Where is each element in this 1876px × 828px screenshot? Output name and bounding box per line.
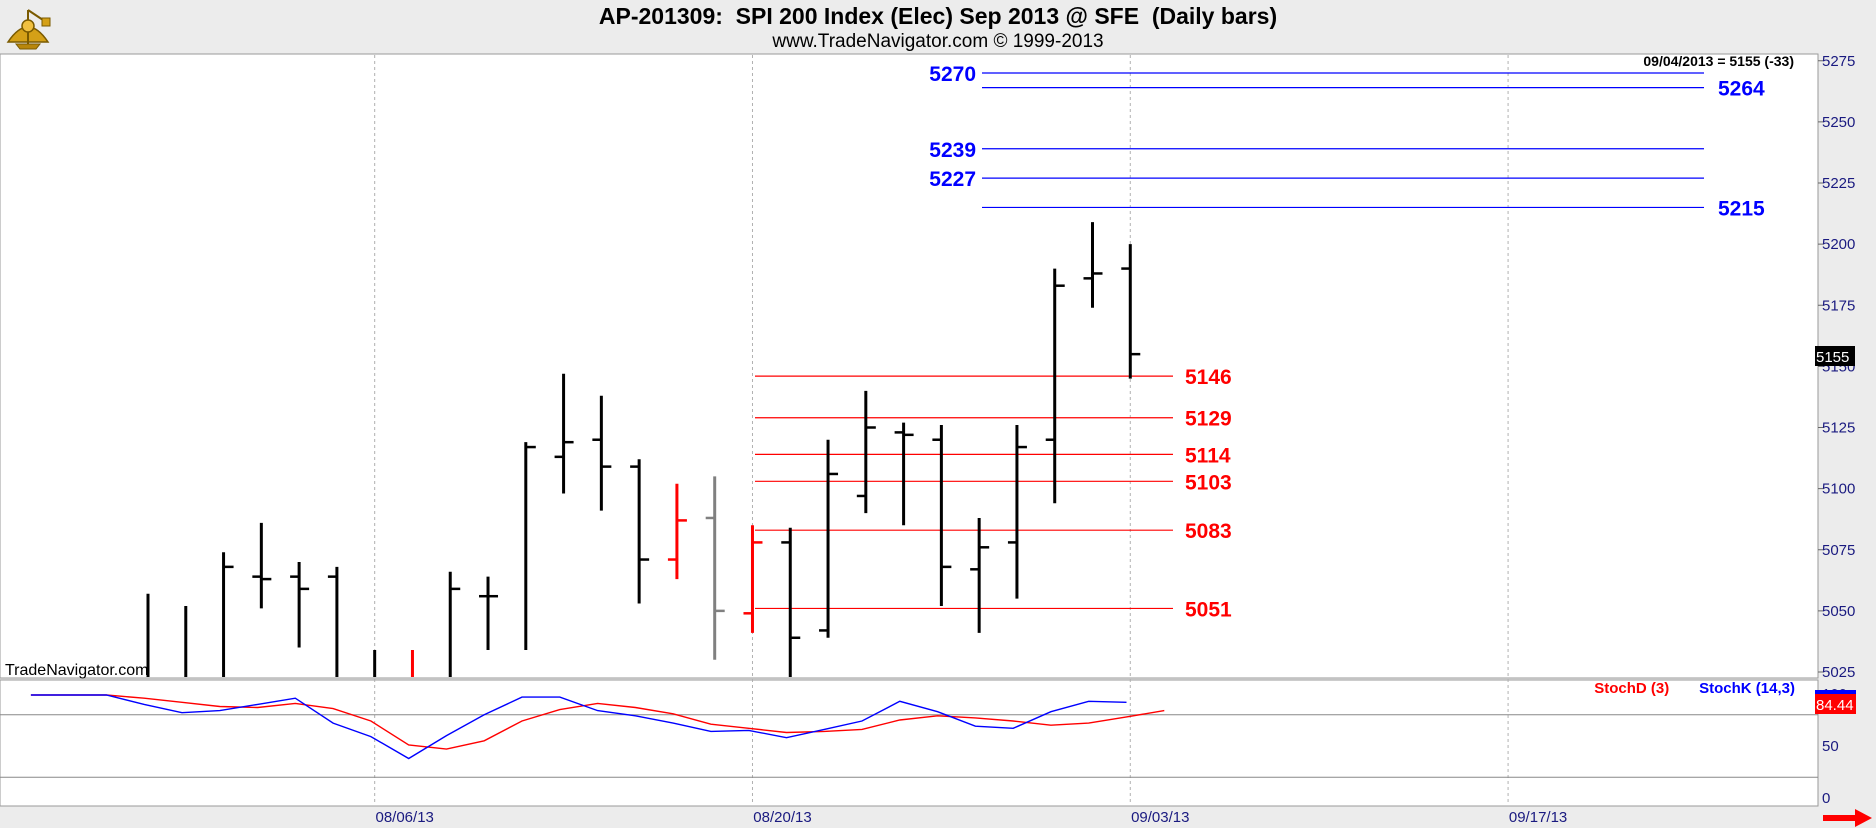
- indicator-tick-label: 0: [1822, 790, 1830, 807]
- ohlc-bar: [1083, 222, 1103, 308]
- ohlc-bar: [781, 527, 801, 677]
- stoch-k-marker: [1815, 690, 1856, 694]
- ohlc-bar: [222, 552, 234, 677]
- ohlc-bar: [970, 517, 990, 633]
- stoch-k-line: [30, 694, 1127, 760]
- x-tick-label: 09/17/13: [1509, 809, 1567, 826]
- ohlc-bar: [554, 373, 574, 494]
- stoch-d-line: [30, 694, 1165, 750]
- stoch-value-tag: 84.44: [1815, 694, 1856, 714]
- stoch-value-tag-label: 84.44: [1816, 697, 1854, 714]
- y-tick-label: 5250: [1822, 114, 1855, 131]
- support-label: 5129: [1185, 408, 1232, 431]
- y-tick-label: 5225: [1822, 175, 1855, 192]
- last-quote: 09/04/2013 = 5155 (-33): [1643, 53, 1794, 69]
- resistance-label: 5215: [1718, 197, 1765, 220]
- ohlc-bar: [630, 459, 650, 604]
- sextant-logo-icon: [6, 9, 51, 50]
- ohlc-bars: [146, 222, 1141, 677]
- x-tick-label: 08/20/13: [753, 809, 811, 826]
- ohlc-bar: [743, 525, 763, 633]
- chart-subtitle: www.TradeNavigator.com © 1999-2013: [772, 31, 1104, 52]
- date-axis: 08/06/13 08/20/13 09/03/13 09/17/13: [375, 809, 1567, 826]
- ohlc-bar: [705, 476, 725, 660]
- support-label: 5103: [1185, 471, 1232, 494]
- ohlc-bar: [932, 425, 952, 606]
- ohlc-bar: [819, 439, 839, 638]
- legend-entry: StochK (14,3): [1699, 680, 1795, 697]
- chart-title: AP-201309: SPI 200 Index (Elec) Sep 2013…: [598, 3, 1278, 29]
- ohlc-bar: [894, 422, 914, 526]
- last-price-tag: 5155: [1815, 346, 1855, 366]
- support-label: 5083: [1185, 520, 1232, 543]
- legend-entry: StochD (3): [1594, 680, 1669, 697]
- grid-lines: [374, 55, 1509, 805]
- ohlc-bar: [1045, 268, 1065, 504]
- ohlc-bar: [856, 390, 876, 514]
- price-levels: 5270 5264 5239 5227 5215 5146 5129 5114 5103 5083…: [755, 63, 1765, 621]
- resistance-label: 5264: [1718, 78, 1765, 101]
- indicator-legend: StochK (14,3) StochD (3): [1594, 680, 1795, 697]
- ohlc-bar: [667, 483, 687, 580]
- indicator-tick-label: 50: [1822, 738, 1839, 755]
- indicator-panel: [0, 679, 1819, 807]
- last-price-tag-label: 5155: [1816, 349, 1849, 366]
- price-panel: [0, 53, 1819, 679]
- y-tick-label: 5100: [1822, 481, 1855, 498]
- ohlc-bar: [592, 395, 612, 511]
- watermark: TradeNavigator.com: [5, 662, 148, 679]
- ohlc-bar: [290, 561, 310, 648]
- ohlc-bar: [448, 571, 461, 677]
- support-label: 5051: [1185, 598, 1232, 621]
- y-tick-label: 5050: [1822, 603, 1855, 620]
- y-tick-label: 5075: [1822, 542, 1855, 559]
- ohlc-bar: [479, 576, 499, 650]
- resistance-label: 5227: [929, 168, 976, 191]
- resistance-label: 5239: [929, 139, 976, 162]
- y-tick-label: 5275: [1822, 53, 1855, 70]
- ohlc-bar: [524, 442, 536, 650]
- y-tick-label: 5175: [1822, 297, 1855, 314]
- x-tick-label: 09/03/13: [1131, 809, 1189, 826]
- ohlc-bar: [327, 566, 339, 677]
- support-label: 5114: [1185, 444, 1231, 467]
- chart-header: AP-201309: SPI 200 Index (Elec) Sep 2013…: [0, 0, 1876, 54]
- stochastic-indicator: StochK (14,3) StochD (3): [0, 680, 1856, 778]
- ohlc-bar: [1121, 244, 1141, 379]
- ohlc-bar: [1007, 425, 1027, 599]
- x-tick-label: 08/06/13: [375, 809, 433, 826]
- ohlc-bar: [252, 522, 272, 609]
- resistance-label: 5270: [929, 63, 976, 86]
- y-tick-label: 5025: [1822, 664, 1855, 681]
- support-label: 5146: [1185, 366, 1232, 389]
- y-tick-label: 5125: [1822, 420, 1855, 437]
- price-axis: 5025505050755100512551505175520052255250…: [1818, 53, 1855, 681]
- red-right-arrow-icon[interactable]: [1823, 809, 1872, 827]
- y-tick-label: 5200: [1822, 236, 1855, 253]
